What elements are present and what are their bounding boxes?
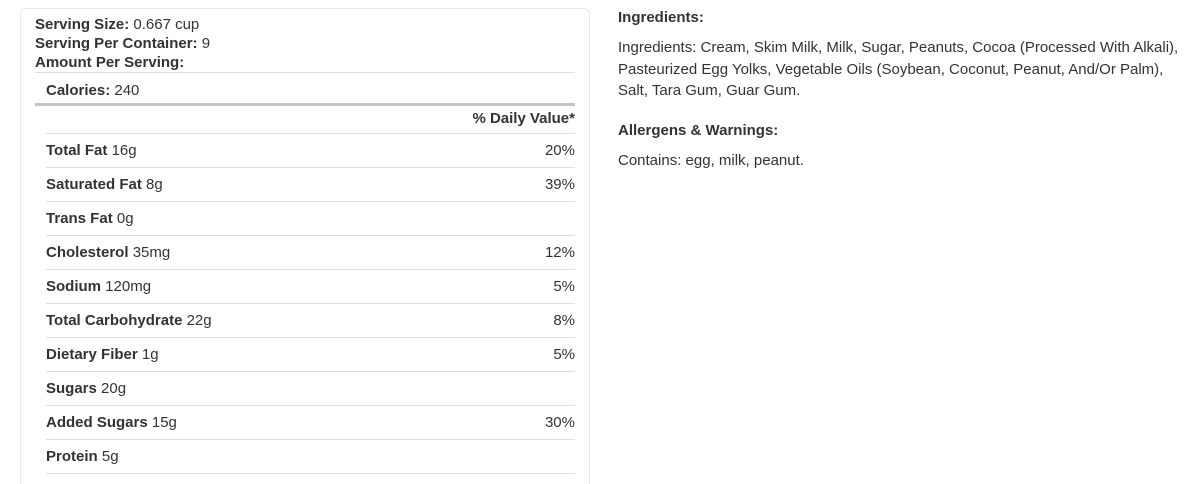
nutrient-amount: 16g: [111, 141, 137, 159]
serving-info-block: Serving Size: 0.667 cup Serving Per Cont…: [35, 15, 575, 73]
servings-per-container-value: 9: [201, 35, 211, 52]
ingredients-text: Ingredients: Cream, Skim Milk, Milk, Sug…: [618, 39, 1179, 99]
allergens-text: Contains: egg, milk, peanut.: [618, 151, 804, 169]
nutrient-name-amount: Sodium 120mg: [46, 277, 152, 295]
nutrient-amount: 20g: [101, 379, 127, 397]
allergens-heading: Allergens & Warnings:: [618, 121, 779, 139]
nutrient-row-total-fat: Total Fat 16g 20%: [46, 134, 575, 168]
nutrient-row-cholesterol: Cholesterol 35mg 12%: [46, 236, 575, 270]
nutrient-name-amount: Total Fat 16g: [46, 141, 137, 159]
servings-per-container-label: Serving Per Container:: [35, 35, 198, 52]
nutrient-row-saturated-fat: Saturated Fat 8g 39%: [46, 168, 575, 202]
serving-size-value: 0.667 cup: [133, 16, 200, 33]
nutrient-amount: 0g: [116, 209, 134, 227]
nutrient-daily-value: 12%: [544, 243, 575, 261]
nutrient-row-added-sugars: Added Sugars 15g 30%: [46, 406, 575, 440]
ingredients-heading: Ingredients:: [618, 9, 704, 26]
nutrient-name-amount: Dietary Fiber 1g: [46, 345, 159, 363]
nutrient-row-total-carbohydrate: Total Carbohydrate 22g 8%: [46, 304, 575, 338]
nutrient-label: Saturated Fat: [46, 175, 142, 193]
nutrient-label: Cholesterol: [46, 243, 129, 261]
nutrient-row-sugars: Sugars 20g: [46, 372, 575, 406]
nutrient-label: Dietary Fiber: [46, 345, 138, 363]
calories-row: Calories: 240: [46, 73, 575, 103]
nutrient-label: Sodium: [46, 277, 101, 295]
nutrient-amount: 22g: [186, 311, 212, 329]
calories-value: 240: [114, 82, 140, 99]
servings-per-container-line: Serving Per Container: 9: [35, 34, 575, 53]
nutrient-row-sodium: Sodium 120mg 5%: [46, 270, 575, 304]
nutrient-daily-value: 5%: [553, 345, 575, 363]
nutrient-amount: 15g: [151, 413, 177, 431]
nutrient-amount: 1g: [141, 345, 159, 363]
nutrient-label: Trans Fat: [46, 209, 113, 227]
serving-size-label: Serving Size:: [35, 16, 130, 33]
nutrient-row-trans-fat: Trans Fat 0g: [46, 202, 575, 236]
nutrient-name-amount: Added Sugars 15g: [46, 413, 177, 431]
nutrient-row-protein: Protein 5g: [46, 440, 575, 474]
daily-value-header: % Daily Value*: [46, 106, 575, 134]
calories-label: Calories:: [46, 82, 111, 99]
nutrient-amount: 35mg: [132, 243, 171, 261]
serving-size-line: Serving Size: 0.667 cup: [35, 15, 575, 34]
nutrient-name-amount: Total Carbohydrate 22g: [46, 311, 212, 329]
nutrient-amount: 120mg: [105, 277, 152, 295]
nutrient-daily-value: 5%: [553, 277, 575, 295]
thick-divider: [35, 103, 575, 106]
nutrient-label: Sugars: [46, 379, 97, 397]
nutrient-name-amount: Trans Fat 0g: [46, 209, 134, 227]
nutrient-daily-value: 8%: [553, 311, 575, 329]
nutrient-label: Protein: [46, 447, 98, 465]
nutrient-label: Total Carbohydrate: [46, 311, 183, 329]
nutrient-row-dietary-fiber: Dietary Fiber 1g 5%: [46, 338, 575, 372]
ingredients-column: Ingredients: Ingredients: Cream, Skim Mi…: [618, 7, 1184, 171]
nutrient-amount: 8g: [146, 175, 163, 193]
nutrient-name-amount: Cholesterol 35mg: [46, 243, 171, 261]
nutrient-name-amount: Sugars 20g: [46, 379, 127, 397]
nutrient-table: % Daily Value* Total Fat 16g 20% Saturat…: [46, 106, 575, 474]
nutrient-daily-value: 30%: [544, 413, 575, 431]
nutrient-name-amount: Protein 5g: [46, 447, 119, 465]
nutrient-name-amount: Saturated Fat 8g: [46, 175, 163, 193]
nutrient-daily-value: 20%: [544, 141, 575, 159]
nutrient-daily-value: 39%: [544, 175, 575, 193]
nutrient-amount: 5g: [101, 447, 119, 465]
nutrient-label: Added Sugars: [46, 413, 148, 431]
nutrient-label: Total Fat: [46, 141, 108, 159]
amount-per-serving-label: Amount Per Serving:: [35, 54, 185, 71]
amount-per-serving-line: Amount Per Serving:: [35, 53, 575, 72]
nutrition-facts-panel: Serving Size: 0.667 cup Serving Per Cont…: [20, 8, 590, 484]
